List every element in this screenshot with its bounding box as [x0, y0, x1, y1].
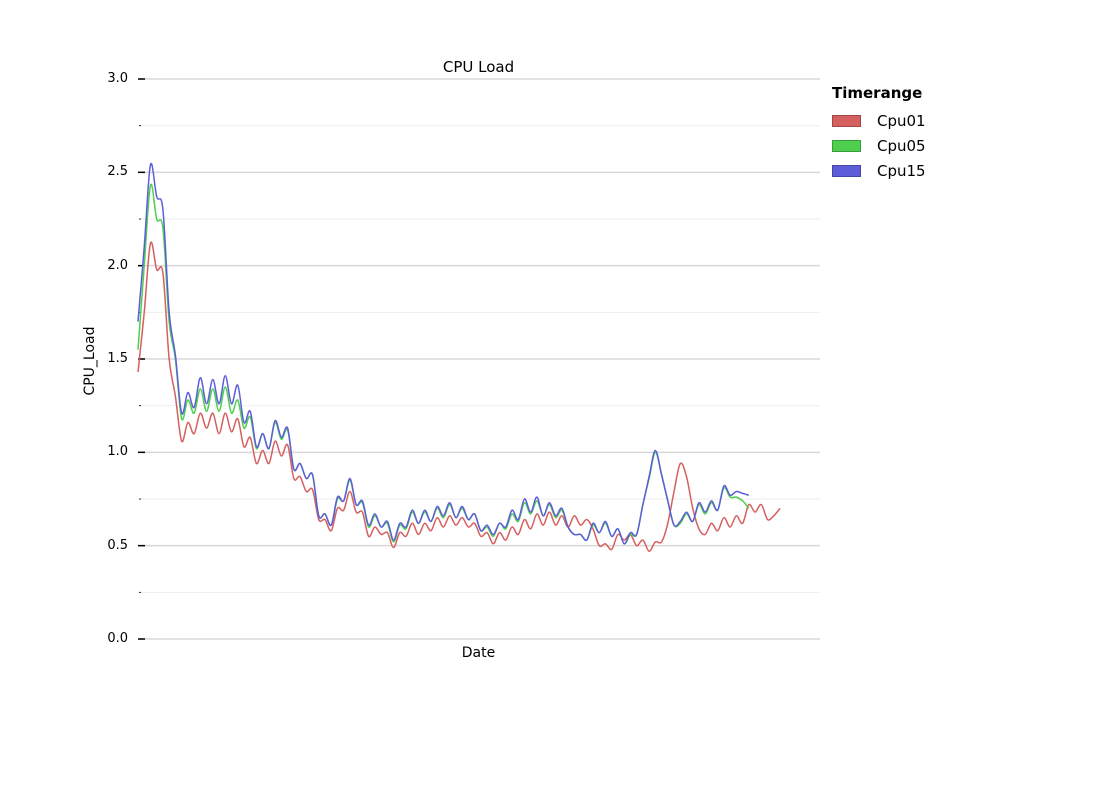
legend-item-cpu15: Cpu15 — [832, 158, 926, 183]
chart-title: CPU Load — [442, 58, 515, 76]
series-line-cpu05 — [137, 183, 750, 545]
y-tick-label: 1.0 — [107, 444, 128, 460]
legend-label: Cpu01 — [877, 111, 926, 130]
legend-label: Cpu15 — [877, 161, 926, 180]
y-tick-label: 2.0 — [107, 257, 128, 273]
legend-item-cpu01: Cpu01 — [832, 108, 926, 133]
legend: Timerange Cpu01 Cpu05 Cpu15 — [832, 84, 926, 183]
grid-lines — [138, 78, 820, 640]
series-lines — [137, 162, 781, 553]
y-tick-label: 3.0 — [107, 71, 128, 86]
y-tick-label: 2.5 — [107, 164, 128, 180]
series-line-cpu15 — [137, 162, 750, 545]
legend-title: Timerange — [832, 84, 923, 102]
legend-swatch-cpu05 — [832, 139, 861, 152]
legend-item-cpu05: Cpu05 — [832, 133, 926, 158]
y-tick-label: 1.5 — [107, 351, 128, 366]
legend-swatch-cpu01 — [832, 114, 861, 127]
legend-swatch-cpu15 — [832, 164, 861, 177]
x-axis-label: Date — [461, 645, 496, 661]
y-tick-label: 0.0 — [107, 631, 128, 646]
series-line-cpu01 — [137, 241, 781, 553]
legend-label: Cpu05 — [877, 136, 926, 155]
y-tick-label: 0.5 — [107, 537, 128, 553]
